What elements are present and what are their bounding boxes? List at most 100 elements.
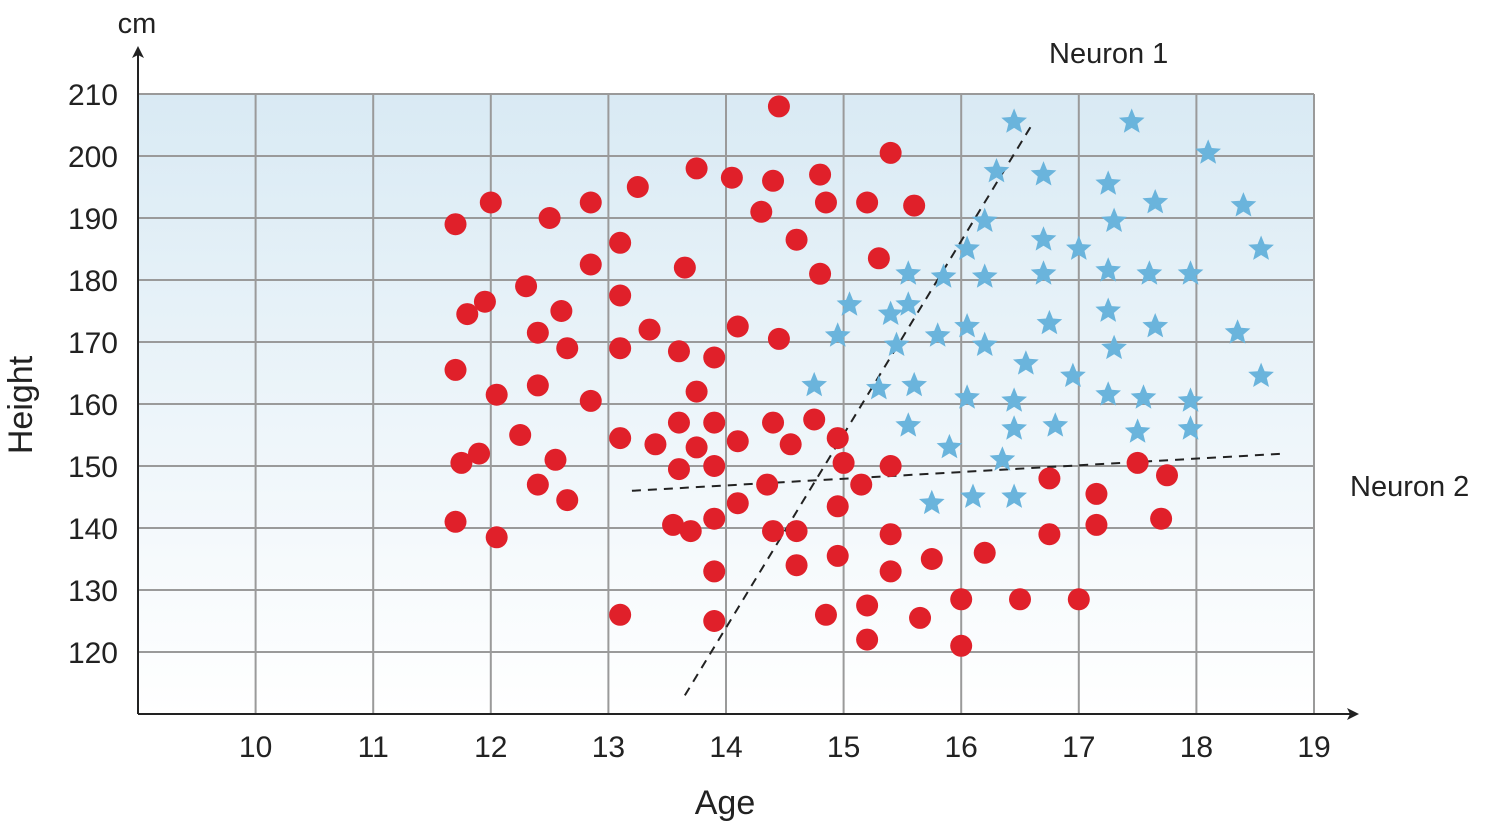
y-tick-label: 140	[68, 513, 118, 546]
x-tick-label: 13	[592, 731, 625, 764]
star-point	[1030, 161, 1057, 186]
circle-point	[579, 389, 602, 412]
circle-point	[444, 510, 467, 533]
star-point	[1030, 260, 1057, 285]
circle-point	[826, 427, 849, 450]
circle-point	[703, 507, 726, 530]
star-point	[1001, 483, 1027, 508]
star-point	[1001, 387, 1027, 412]
circle-point	[685, 436, 708, 459]
circle-point	[450, 451, 473, 474]
y-tick-label: 190	[68, 203, 118, 236]
star-point	[1224, 319, 1251, 344]
star-point	[895, 412, 922, 437]
circle-point	[609, 231, 632, 254]
circle-point	[973, 541, 996, 564]
y-axis-title: Height	[2, 355, 40, 454]
circle-point	[703, 610, 726, 632]
circle-point	[609, 337, 632, 360]
circle-point	[1126, 451, 1149, 474]
x-tick-label: 11	[358, 731, 389, 764]
circle-point	[826, 544, 849, 567]
y-tick-label: 160	[68, 389, 118, 422]
star-point	[1030, 226, 1057, 251]
circle-point	[1038, 523, 1061, 546]
y-tick-label: 150	[68, 451, 118, 484]
circle-point	[644, 433, 667, 456]
circle-point	[485, 526, 508, 549]
star-point	[936, 433, 963, 459]
circle-point	[767, 327, 790, 350]
circle-point	[667, 411, 690, 434]
circle-point	[756, 473, 779, 496]
neuron-line	[631, 452, 1285, 492]
star-point	[1095, 257, 1121, 282]
circle-point	[626, 176, 649, 198]
x-tick-label: 18	[1180, 731, 1213, 764]
circle-point	[1156, 464, 1178, 487]
y-tick-label: 120	[68, 637, 118, 670]
star-point	[1177, 260, 1204, 285]
star-point	[1230, 192, 1257, 217]
circle-point	[762, 411, 785, 434]
star-point	[1036, 309, 1063, 335]
star-point	[954, 235, 980, 260]
circle-point	[879, 560, 902, 583]
circle-point	[538, 207, 561, 229]
circle-point	[856, 594, 879, 617]
star-point	[1195, 139, 1221, 164]
circle-point	[685, 380, 708, 403]
circle-point	[515, 275, 538, 298]
circle-point	[473, 290, 496, 313]
star-point	[895, 260, 922, 285]
x-axis-title: Age	[695, 784, 756, 822]
x-tick-label: 19	[1297, 731, 1330, 764]
circle-point	[809, 262, 832, 285]
circle-point	[814, 603, 837, 626]
circle-point	[850, 473, 873, 496]
circle-point	[468, 442, 491, 465]
circle-point	[662, 513, 685, 536]
star-point	[1118, 108, 1145, 133]
circle-point	[444, 213, 467, 236]
circle-point	[673, 256, 696, 279]
circle-point	[638, 318, 661, 341]
circle-point	[762, 169, 785, 192]
circle-point	[950, 588, 973, 611]
circle-point	[785, 228, 808, 251]
circle-point	[1038, 467, 1061, 490]
star-point	[824, 322, 851, 347]
circle-point	[779, 433, 802, 456]
circle-point	[609, 284, 632, 307]
circle-point	[785, 520, 808, 543]
star-point	[930, 263, 957, 288]
circle-point	[550, 300, 573, 322]
star-point	[989, 446, 1016, 471]
star-point	[895, 291, 922, 316]
circle-point	[526, 473, 549, 496]
star-point	[1248, 235, 1274, 260]
circle-point	[856, 628, 879, 651]
circle-point	[879, 523, 902, 546]
circle-point	[867, 247, 890, 270]
star-point	[1142, 189, 1169, 214]
circle-point	[750, 200, 773, 223]
star-point	[836, 291, 863, 316]
star-point	[960, 483, 986, 508]
x-tick-label: 17	[1062, 731, 1095, 764]
star-point	[954, 313, 980, 338]
circle-point	[556, 489, 579, 512]
circle-point	[526, 374, 549, 397]
circle-point	[703, 411, 726, 434]
circle-point	[1150, 507, 1173, 530]
star-point	[1095, 297, 1121, 322]
star-point	[924, 322, 951, 347]
star-point	[1177, 415, 1204, 440]
x-tick-label: 15	[827, 731, 860, 764]
circle-point	[703, 560, 726, 583]
star-point	[1136, 260, 1163, 285]
circle-point	[803, 408, 826, 431]
circle-point	[856, 191, 879, 214]
star-point	[1101, 207, 1127, 232]
